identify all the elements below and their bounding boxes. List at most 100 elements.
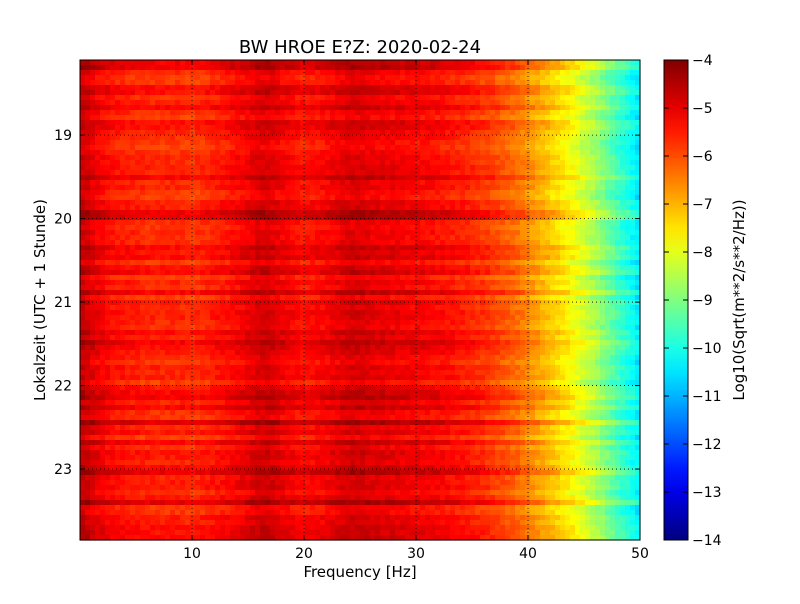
heatmap-cell (455, 65, 461, 71)
heatmap-cell (240, 210, 246, 216)
heatmap-cell (450, 275, 456, 281)
heatmap-cell (635, 195, 641, 201)
heatmap-cell (500, 255, 506, 261)
heatmap-cell (250, 265, 256, 271)
heatmap-cell (160, 250, 166, 256)
heatmap-cell (545, 165, 551, 171)
heatmap-cell (110, 75, 116, 81)
heatmap-cell (130, 280, 136, 286)
heatmap-cell (510, 65, 516, 71)
heatmap-cell (275, 265, 281, 271)
heatmap-cell (90, 230, 96, 236)
heatmap-cell (160, 65, 166, 71)
heatmap-cell (400, 220, 406, 226)
heatmap-cell (635, 210, 641, 216)
heatmap-cell (445, 205, 451, 211)
heatmap-cell (305, 70, 311, 76)
heatmap-cell (300, 185, 306, 191)
heatmap-cell (205, 175, 211, 181)
heatmap-cell (235, 255, 241, 261)
heatmap-cell (115, 210, 121, 216)
heatmap-cell (420, 195, 426, 201)
heatmap-cell (210, 85, 216, 91)
heatmap-cell (445, 275, 451, 281)
heatmap-cell (230, 180, 236, 186)
heatmap-cell (475, 165, 481, 171)
heatmap-cell (230, 140, 236, 146)
heatmap-cell (85, 235, 91, 241)
heatmap-cell (265, 180, 271, 186)
heatmap-cell (205, 180, 211, 186)
heatmap-cell (505, 60, 511, 66)
heatmap-cell (215, 155, 221, 161)
heatmap-cell (95, 60, 101, 66)
heatmap-cell (410, 245, 416, 251)
heatmap-cell (185, 70, 191, 76)
heatmap-cell (360, 275, 366, 281)
heatmap-cell (465, 145, 471, 151)
heatmap-cell (90, 60, 96, 66)
heatmap-cell (200, 225, 206, 231)
heatmap-cell (615, 155, 621, 161)
heatmap-cell (355, 170, 361, 176)
heatmap-cell (335, 235, 341, 241)
heatmap-cell (540, 270, 546, 276)
heatmap-cell (530, 70, 536, 76)
heatmap-cell (240, 150, 246, 156)
heatmap-cell (435, 190, 441, 196)
heatmap-cell (205, 260, 211, 266)
heatmap-cell (200, 145, 206, 151)
heatmap-cell (270, 120, 276, 126)
heatmap-cell (90, 70, 96, 76)
heatmap-cell (575, 255, 581, 261)
heatmap-cell (295, 205, 301, 211)
heatmap-cell (100, 190, 106, 196)
heatmap-cell (260, 75, 266, 81)
heatmap-cell (550, 70, 556, 76)
heatmap-cell (510, 210, 516, 216)
heatmap-cell (465, 95, 471, 101)
heatmap-cell (335, 140, 341, 146)
heatmap-cell (475, 135, 481, 141)
heatmap-cell (360, 230, 366, 236)
heatmap-cell (295, 80, 301, 86)
heatmap-cell (535, 250, 541, 256)
heatmap-cell (250, 230, 256, 236)
heatmap-cell (100, 225, 106, 231)
heatmap-cell (255, 270, 261, 276)
heatmap-cell (355, 280, 361, 286)
heatmap-cell (555, 205, 561, 211)
heatmap-cell (445, 75, 451, 81)
heatmap-cell (470, 155, 476, 161)
heatmap-cell (490, 190, 496, 196)
heatmap-cell (315, 85, 321, 91)
heatmap-cell (220, 180, 226, 186)
heatmap-cell (575, 125, 581, 131)
heatmap-cell (420, 110, 426, 116)
heatmap-cell (295, 85, 301, 91)
heatmap-cell (475, 125, 481, 131)
heatmap-cell (445, 90, 451, 96)
heatmap-cell (225, 220, 231, 226)
heatmap-cell (240, 225, 246, 231)
heatmap-cell (275, 140, 281, 146)
heatmap-cell (570, 135, 576, 141)
heatmap-cell (170, 135, 176, 141)
heatmap-cell (490, 275, 496, 281)
heatmap-cell (240, 125, 246, 131)
heatmap-cell (455, 110, 461, 116)
heatmap-cell (125, 135, 131, 141)
heatmap-cell (285, 265, 291, 271)
heatmap-cell (525, 125, 531, 131)
heatmap-cell (555, 235, 561, 241)
heatmap-cell (140, 90, 146, 96)
heatmap-cell (365, 275, 371, 281)
heatmap-cell (80, 280, 86, 286)
heatmap-cell (100, 265, 106, 271)
heatmap-cell (205, 265, 211, 271)
heatmap-cell (150, 265, 156, 271)
heatmap-cell (625, 270, 631, 276)
heatmap-cell (325, 240, 331, 246)
heatmap-cell (155, 230, 161, 236)
heatmap-cell (500, 65, 506, 71)
